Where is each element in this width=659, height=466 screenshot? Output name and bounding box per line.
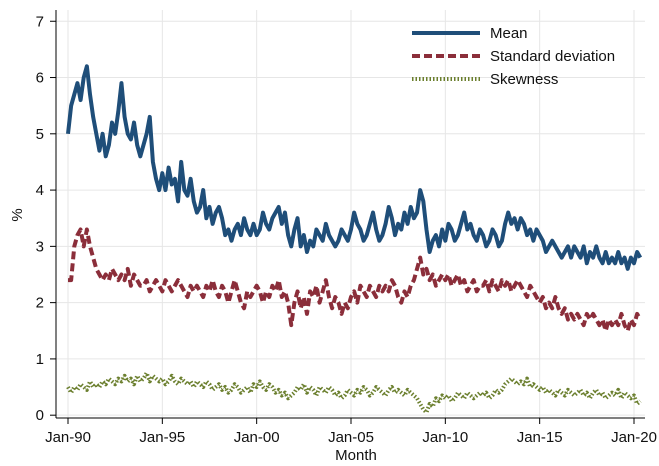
y-tick-label: 6 (36, 70, 44, 87)
series-lines (66, 64, 643, 415)
y-tick-label: 7 (36, 13, 44, 30)
x-tick-label: Jan-10 (422, 429, 468, 446)
y-axis-ticks: 0 1 2 3 4 5 6 7 (36, 13, 56, 424)
series-line-skewness (66, 370, 642, 415)
y-tick-label: 5 (36, 126, 44, 143)
y-tick-label: 1 (36, 351, 44, 368)
x-tick-label: Jan-95 (139, 429, 185, 446)
series-line-standard-deviation (68, 227, 643, 333)
x-tick-label: Jan-05 (328, 429, 374, 446)
y-tick-label: 2 (36, 295, 44, 312)
series-line-mean (66, 64, 643, 271)
legend-label-mean: Mean (490, 25, 528, 42)
y-tick-label: 4 (36, 182, 44, 199)
x-tick-label: Jan-00 (234, 429, 280, 446)
y-axis-title: % (9, 208, 26, 221)
legend-label-standard-deviation: Standard deviation (490, 48, 615, 65)
y-tick-label: 0 (36, 407, 44, 424)
y-tick-label: 3 (36, 238, 44, 255)
x-axis-ticks: Jan-90 Jan-95 Jan-00 Jan-05 Jan-10 Jan-15 Jan-… (45, 418, 657, 446)
legend: Mean Standard deviation Skewness (412, 25, 615, 88)
legend-label-skewness: Skewness (490, 71, 558, 88)
x-tick-label: Jan-20 (611, 429, 657, 446)
x-tick-label: Jan-15 (517, 429, 563, 446)
x-tick-label: Jan-90 (45, 429, 91, 446)
x-axis-title: Month (335, 447, 377, 464)
